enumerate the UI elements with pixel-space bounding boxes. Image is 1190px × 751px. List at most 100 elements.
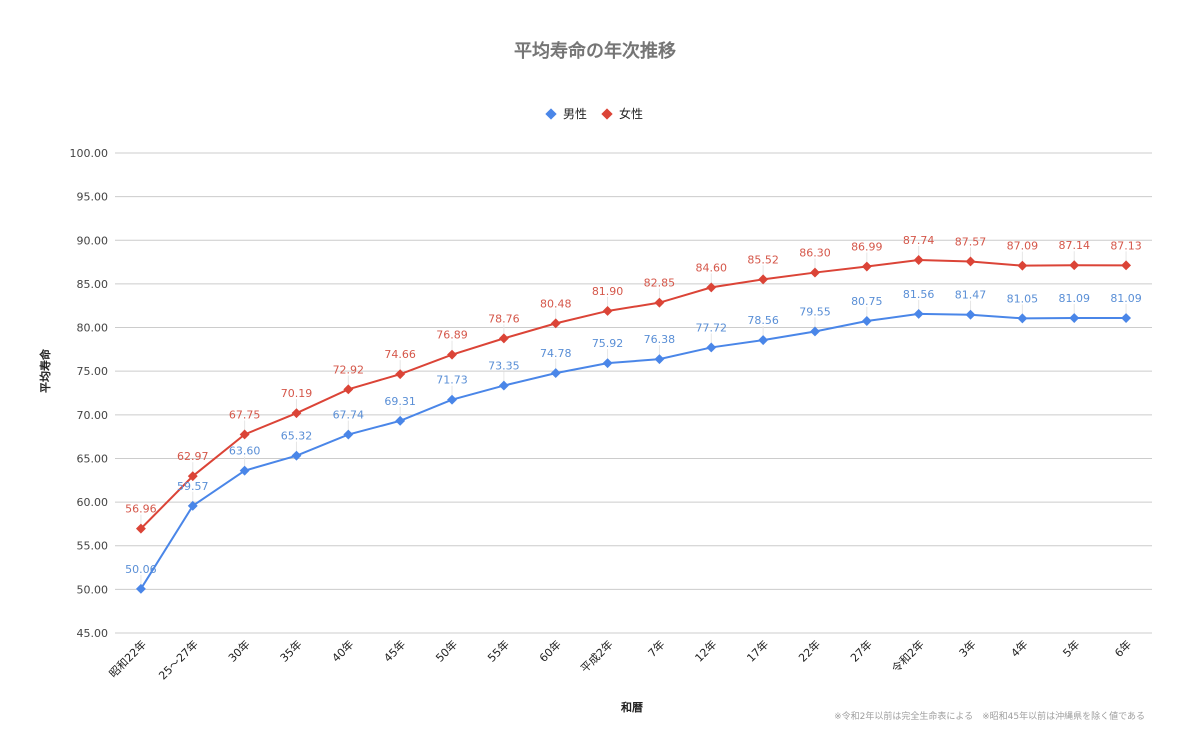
x-tick-label: 45年	[381, 637, 409, 665]
data-label: 81.05	[1007, 292, 1039, 305]
data-label: 72.92	[333, 363, 365, 376]
data-point-diamond-icon[interactable]	[965, 309, 976, 320]
data-point-diamond-icon[interactable]	[810, 326, 820, 337]
data-point-diamond-icon[interactable]	[913, 255, 924, 265]
data-point-diamond-icon[interactable]	[965, 256, 976, 267]
data-label: 81.47	[955, 289, 987, 302]
y-tick-label: 60.00	[77, 496, 109, 509]
footnote: ※令和2年以前は完全生命表による ※昭和45年以前は沖縄県を除く値である	[834, 712, 1145, 722]
data-label: 74.66	[384, 348, 416, 361]
y-tick-label: 65.00	[77, 452, 109, 465]
x-tick-label: 12年	[692, 637, 720, 665]
x-tick-label: 30年	[225, 637, 253, 665]
data-point-diamond-icon[interactable]	[654, 297, 665, 308]
data-label: 78.76	[488, 312, 520, 325]
y-tick-label: 75.00	[77, 365, 109, 378]
data-point-diamond-icon[interactable]	[395, 369, 406, 380]
x-tick-label: 6年	[1112, 637, 1135, 660]
x-tick-label: 17年	[744, 637, 772, 665]
data-point-diamond-icon[interactable]	[602, 358, 613, 369]
legend-item-male[interactable]: 男性	[545, 105, 587, 122]
data-label: 80.75	[851, 295, 883, 308]
data-label: 67.75	[229, 408, 261, 421]
data-point-diamond-icon[interactable]	[654, 354, 665, 365]
data-label: 71.73	[436, 374, 468, 387]
legend-label-female: 女性	[619, 107, 644, 121]
x-tick-label: 令和2年	[889, 637, 927, 675]
data-label: 85.52	[747, 253, 779, 266]
y-tick-label: 90.00	[77, 234, 109, 247]
chart-title: 平均寿命の年次推移	[514, 41, 676, 62]
data-label: 76.38	[644, 333, 676, 346]
data-point-diamond-icon[interactable]	[706, 282, 717, 293]
data-label: 81.09	[1110, 292, 1142, 305]
data-label: 63.60	[229, 445, 261, 458]
data-point-diamond-icon[interactable]	[343, 429, 354, 440]
x-tick-label: 5年	[1060, 637, 1083, 660]
data-point-diamond-icon[interactable]	[135, 523, 146, 534]
data-label: 74.78	[540, 347, 572, 360]
data-label: 86.30	[799, 247, 831, 260]
data-point-diamond-icon[interactable]	[861, 316, 872, 326]
y-tick-label: 80.00	[77, 322, 109, 335]
data-point-diamond-icon[interactable]	[1121, 313, 1132, 323]
data-point-diamond-icon[interactable]	[706, 342, 717, 353]
data-label: 75.92	[592, 337, 624, 350]
y-tick-label: 100.00	[70, 147, 109, 160]
y-tick-label: 50.00	[77, 583, 109, 596]
legend-label-male: 男性	[562, 107, 587, 121]
data-point-diamond-icon[interactable]	[343, 384, 354, 395]
series-line-female	[140, 258, 1127, 530]
data-label: 80.48	[540, 297, 572, 310]
data-point-diamond-icon[interactable]	[1121, 260, 1132, 271]
data-point-diamond-icon[interactable]	[239, 429, 250, 440]
data-label: 56.96	[125, 503, 157, 516]
x-tick-label: 50年	[433, 637, 461, 665]
data-point-diamond-icon[interactable]	[550, 368, 561, 379]
y-tick-label: 95.00	[77, 191, 109, 204]
x-tick-label: 4年	[1008, 637, 1031, 660]
y-axis-label: 平均寿命	[39, 349, 52, 393]
data-label: 73.35	[488, 360, 520, 373]
data-point-diamond-icon[interactable]	[1017, 313, 1028, 324]
data-point-diamond-icon[interactable]	[758, 274, 769, 285]
data-point-diamond-icon[interactable]	[602, 306, 613, 316]
data-point-diamond-icon[interactable]	[913, 308, 924, 319]
data-label: 82.85	[644, 277, 676, 290]
data-point-diamond-icon[interactable]	[447, 349, 457, 360]
data-point-diamond-icon[interactable]	[291, 408, 302, 419]
data-label: 87.74	[903, 234, 935, 247]
data-point-diamond-icon[interactable]	[498, 333, 509, 344]
legend-item-female[interactable]: 女性	[601, 105, 644, 122]
data-label: 87.57	[955, 235, 987, 248]
data-point-diamond-icon[interactable]	[187, 500, 198, 511]
x-axis-label: 和暦	[621, 701, 643, 714]
x-tick-label: 35年	[277, 637, 305, 665]
data-point-diamond-icon[interactable]	[187, 471, 198, 482]
data-point-diamond-icon[interactable]	[861, 261, 872, 272]
data-label: 81.90	[592, 285, 624, 298]
data-label: 79.55	[799, 305, 831, 318]
data-point-diamond-icon[interactable]	[810, 267, 820, 278]
x-tick-label: 昭和22年	[106, 637, 149, 680]
legend: 男性 女性	[0, 105, 1190, 122]
x-tick-label: 60年	[536, 637, 564, 665]
x-tick-label: 22年	[796, 637, 824, 665]
data-point-diamond-icon[interactable]	[498, 380, 509, 391]
data-point-diamond-icon[interactable]	[1017, 260, 1028, 271]
data-point-diamond-icon[interactable]	[447, 394, 457, 405]
y-tick-label: 70.00	[77, 409, 109, 422]
data-point-diamond-icon[interactable]	[239, 465, 250, 476]
data-point-diamond-icon[interactable]	[291, 450, 302, 461]
x-tick-label: 平成2年	[578, 637, 616, 675]
data-point-diamond-icon[interactable]	[758, 335, 769, 346]
x-tick-label: 27年	[847, 637, 875, 665]
data-point-diamond-icon[interactable]	[550, 318, 561, 329]
data-point-diamond-icon[interactable]	[395, 415, 406, 426]
data-point-diamond-icon[interactable]	[1069, 313, 1080, 323]
series-line-male	[140, 312, 1127, 590]
data-point-diamond-icon[interactable]	[135, 583, 146, 594]
data-point-diamond-icon[interactable]	[1069, 260, 1080, 271]
x-tick-label: 40年	[329, 637, 357, 665]
